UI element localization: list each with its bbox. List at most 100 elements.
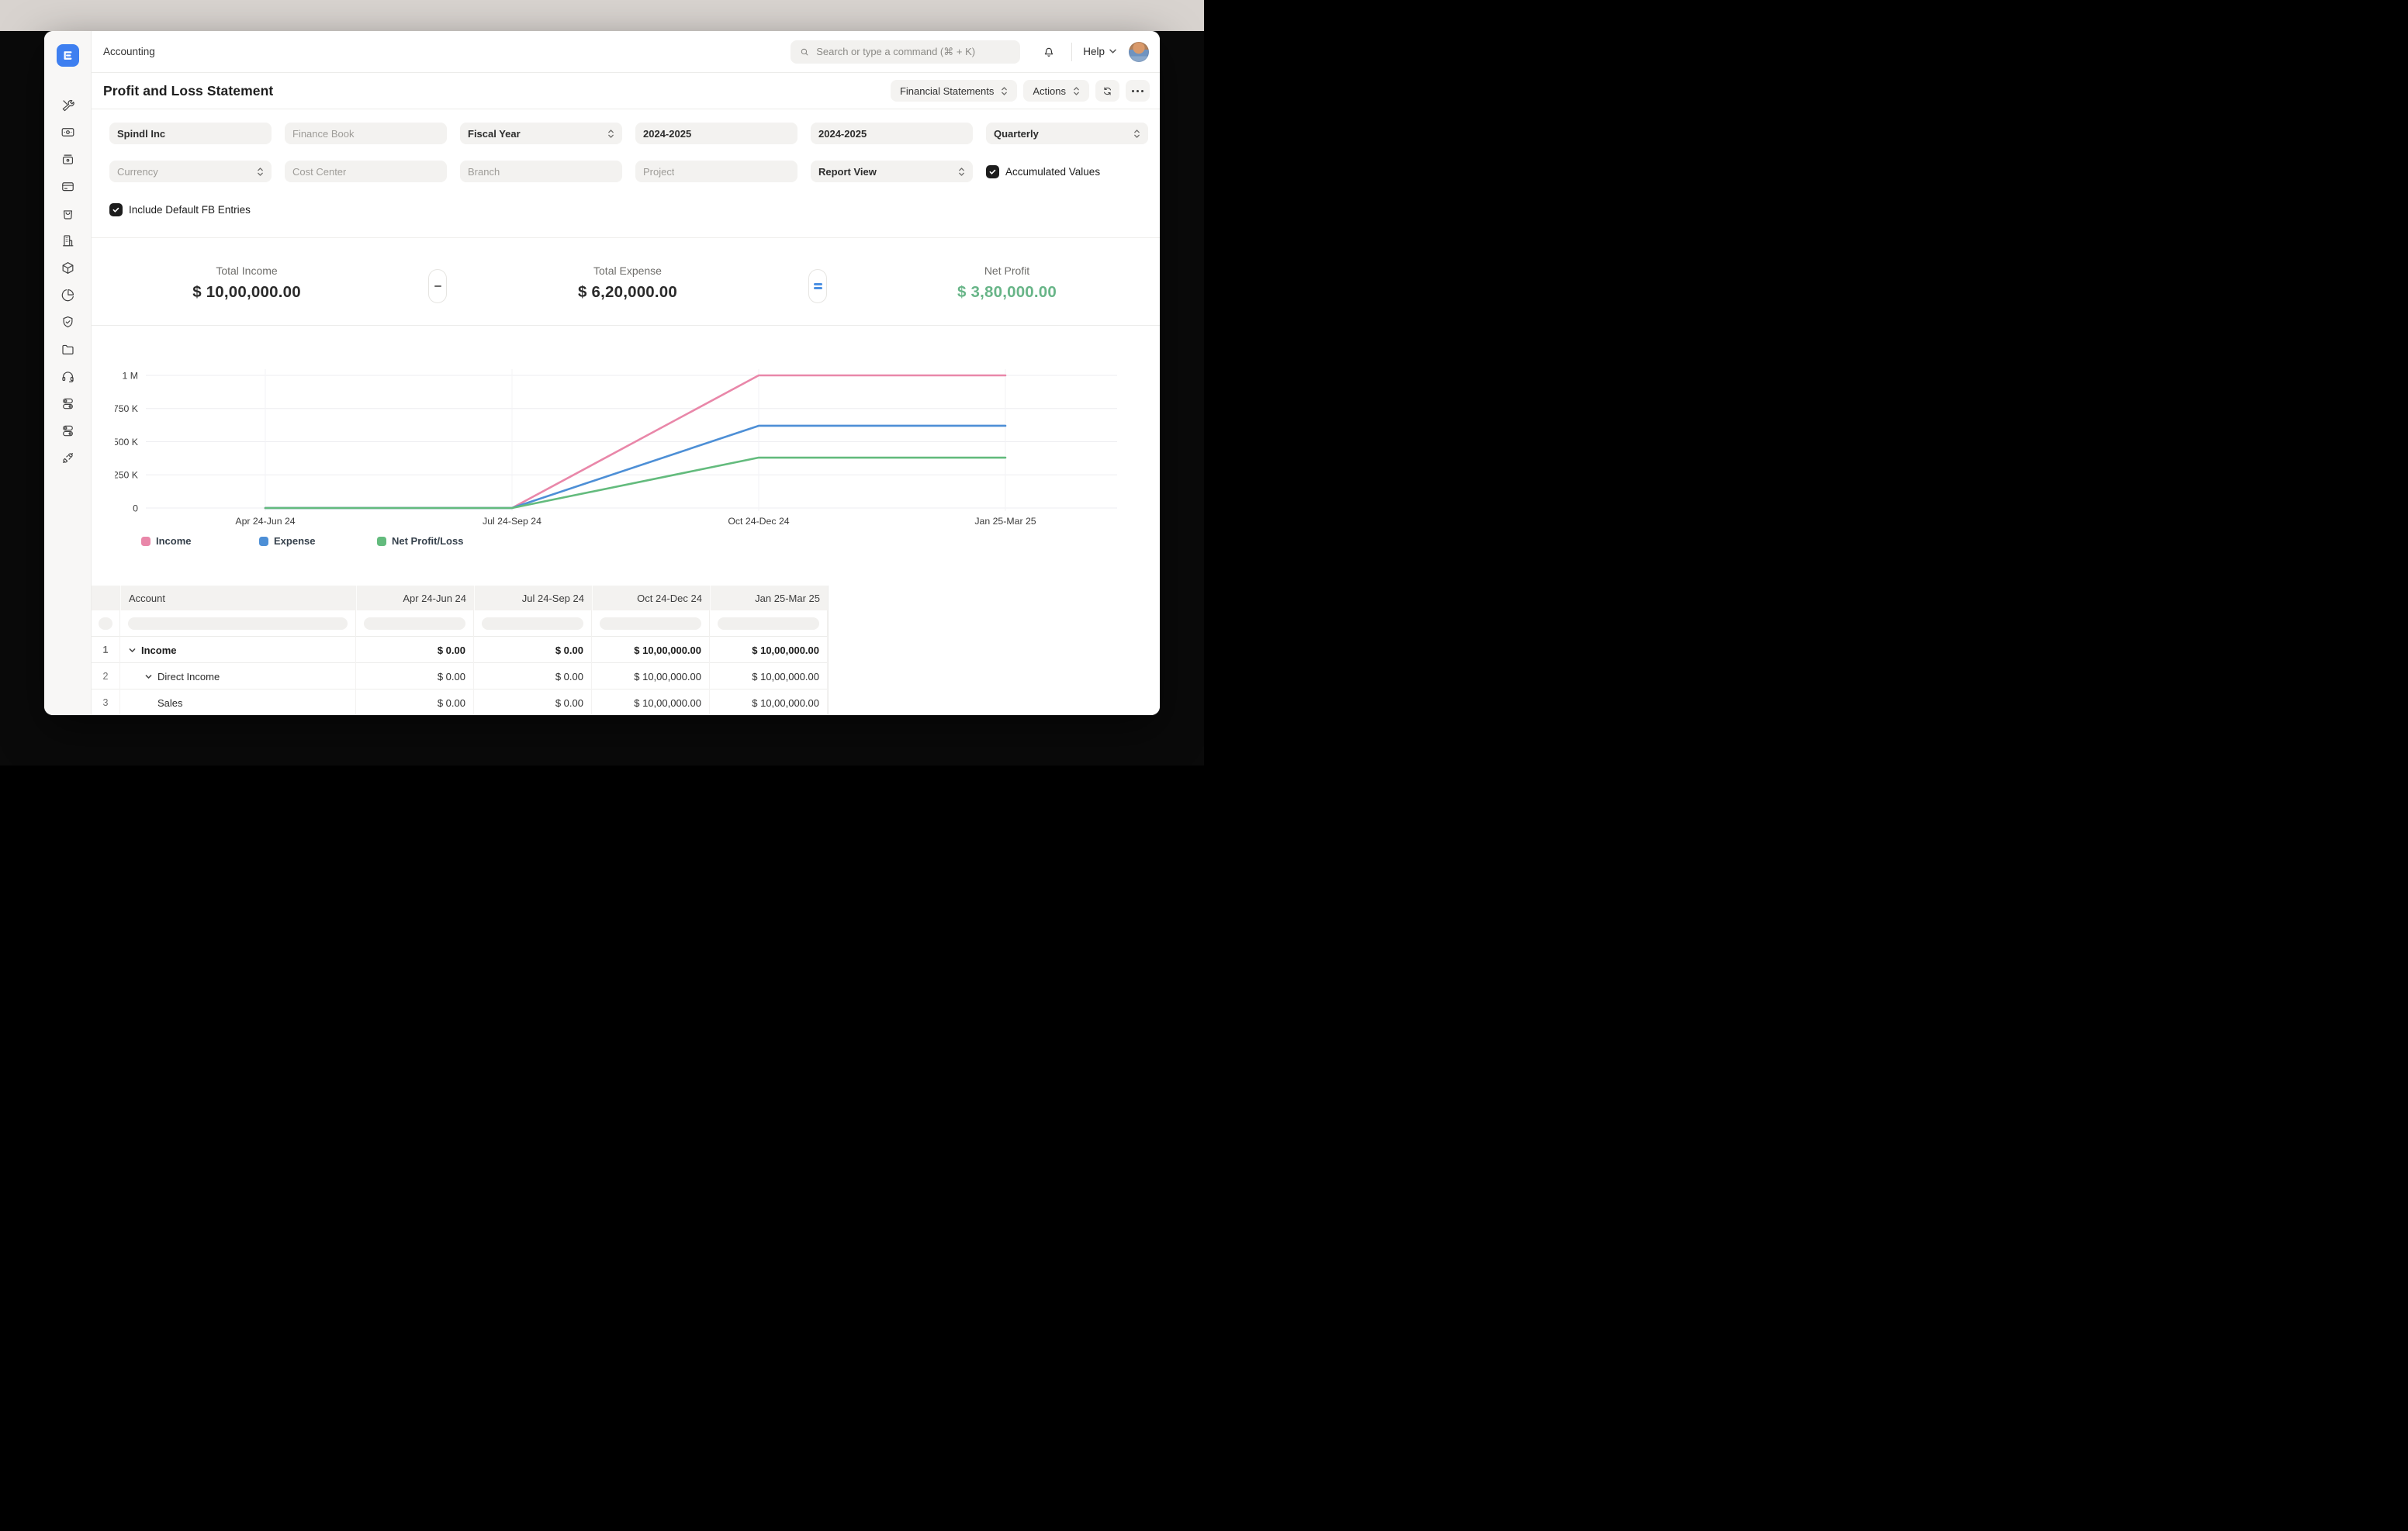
include-default-fb-label: Include Default FB Entries [129,204,251,216]
select-caret-icon [959,167,964,176]
breadcrumb: Accounting [103,46,155,57]
search-placeholder: Search or type a command (⌘ + K) [816,45,976,57]
accumulated-values-checkbox[interactable] [986,164,999,178]
accumulated-values-toggle[interactable]: Accumulated Values [986,164,1101,178]
start-year-field[interactable]: 2024-2025 [635,123,797,144]
account-cell[interactable]: Direct Income [157,670,220,683]
search-input[interactable]: Search or type a command (⌘ + K) [791,40,1021,64]
net-profit-stat: Net Profit $ 3,80,000.00 [883,264,1131,302]
net-profit-legend-label: Net Profit/Loss [392,535,464,547]
credit-card-icon[interactable] [61,179,75,194]
toggles-icon[interactable] [61,396,75,411]
profit-loss-line-chart: 0 250 K 500 K 750 K 1 M Apr 24-Jun 24 Jul 24-S… [115,369,1117,527]
refresh-button[interactable] [1095,80,1119,102]
expand-chevron-icon[interactable] [128,646,137,655]
row-number-header [92,586,120,610]
total-expense-value: $ 6,20,000.00 [578,283,677,301]
finance-book-field[interactable]: Finance Book [285,123,447,144]
account-column-header[interactable]: Account [120,586,356,610]
project-field[interactable]: Project [635,161,797,182]
account-cell[interactable]: Income [141,644,177,656]
period1-column-header[interactable]: Apr 24-Jun 24 [356,586,474,610]
end-year-field[interactable]: 2024-2025 [811,123,973,144]
filter-section: Spindl Inc Finance Book Fiscal Year 2024… [92,109,1160,237]
notifications-button[interactable] [1037,40,1060,64]
erpnext-logo[interactable] [57,44,79,67]
sidebar-icon-column [44,98,92,465]
svg-text:250 K: 250 K [115,470,139,481]
filter-row-1: Spindl Inc Finance Book Fiscal Year 2024… [109,123,1148,144]
fiscal-year-select[interactable]: Fiscal Year [460,123,622,144]
folder-icon[interactable] [61,342,75,357]
period2-filter-input[interactable] [482,617,583,630]
shield-check-icon[interactable] [61,315,75,330]
banknote-icon[interactable] [61,125,75,140]
toggles-icon-2[interactable] [61,423,75,438]
package-icon[interactable] [61,261,75,275]
report-view-select[interactable]: Report View [811,161,973,182]
income-legend-label: Income [156,535,192,547]
financial-statements-label: Financial Statements [899,85,995,97]
period1-filter-input[interactable] [364,617,465,630]
period4-filter-input[interactable] [718,617,819,630]
period4-column-header[interactable]: Jan 25-Mar 25 [710,586,828,610]
tools-icon[interactable] [61,98,75,112]
headset-icon[interactable] [61,369,75,384]
page-title: Profit and Loss Statement [103,82,274,98]
desktop-wallpaper [0,0,1204,31]
accumulated-values-label: Accumulated Values [1005,165,1101,178]
financial-statements-dropdown[interactable]: Financial Statements [890,80,1018,102]
equals-operator [808,269,827,303]
table-header-row: Account Apr 24-Jun 24 Jul 24-Sep 24 Oct … [92,586,828,610]
shopping-bag-icon[interactable] [61,206,75,221]
app-sidebar [44,31,92,715]
minus-operator [428,269,447,303]
period3-filter-input[interactable] [600,617,701,630]
total-expense-label: Total Expense [593,264,662,277]
total-expense-stat: Total Expense $ 6,20,000.00 [503,264,752,302]
plug-icon[interactable] [61,451,75,465]
branch-field[interactable]: Branch [460,161,622,182]
net-profit-label: Net Profit [984,264,1030,277]
expand-chevron-icon[interactable] [144,672,153,681]
include-default-fb-toggle[interactable]: Include Default FB Entries [109,203,251,216]
periodicity-select[interactable]: Quarterly [986,123,1148,144]
svg-text:1 M: 1 M [123,370,139,381]
actions-dropdown[interactable]: Actions [1023,80,1089,102]
topbar-divider [1071,42,1073,61]
page-header: Profit and Loss Statement Financial Stat… [92,73,1160,109]
svg-text:Apr 24-Jun 24: Apr 24-Jun 24 [235,516,295,527]
avatar[interactable] [1129,41,1149,62]
check-icon [989,169,996,175]
pie-chart-icon[interactable] [61,288,75,302]
account-cell[interactable]: Sales [157,696,183,709]
account-filter-input[interactable] [128,617,348,630]
search-icon [801,48,808,55]
table-row: 1 Income $ 0.00 $ 0.00 $ 10,00,000.00 $ … [92,637,828,663]
period3-column-header[interactable]: Oct 24-Dec 24 [592,586,710,610]
select-caret-icon [1002,86,1008,95]
building-icon[interactable] [61,233,75,248]
period2-column-header[interactable]: Jul 24-Sep 24 [474,586,592,610]
cash-register-icon[interactable] [61,152,75,167]
cost-center-field[interactable]: Cost Center [285,161,447,182]
help-menu[interactable]: Help [1083,46,1116,57]
top-navbar: Accounting Search or type a command (⌘ +… [92,31,1160,73]
table-row: 3 Sales $ 0.00 $ 0.00 $ 10,00,000.00 $ 1… [92,689,828,715]
net-profit-value: $ 3,80,000.00 [957,283,1057,301]
svg-text:500 K: 500 K [115,437,139,448]
select-caret-icon [258,167,263,176]
summary-section: Total Income $ 10,00,000.00 Total Expens… [92,237,1160,326]
more-options-button[interactable] [1126,80,1150,102]
company-field[interactable]: Spindl Inc [109,123,272,144]
include-default-fb-checkbox[interactable] [109,203,123,216]
expense-legend-label: Expense [274,535,316,547]
legend-item-expense: Expense [259,535,377,547]
svg-text:750 K: 750 K [115,403,139,414]
row-number-filter-input[interactable] [99,617,112,630]
chevron-down-icon [1109,49,1116,54]
income-legend-chip [141,536,150,546]
currency-select[interactable]: Currency [109,161,272,182]
chart-legend: Income Expense Net Profit/Loss [141,535,495,547]
actions-label: Actions [1033,85,1066,97]
